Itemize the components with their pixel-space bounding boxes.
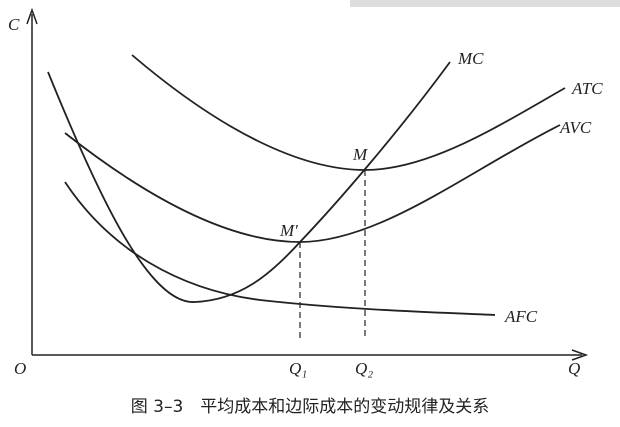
atc-curve	[131, 54, 566, 171]
atc-label: ATC	[571, 79, 603, 98]
x-arrow	[571, 349, 589, 361]
m-label: M	[352, 145, 368, 164]
m-prime-label: M′	[279, 221, 298, 240]
mc-curve	[47, 61, 451, 303]
y-arrow	[26, 7, 38, 25]
avc-curve	[64, 124, 561, 243]
origin-label: O	[14, 359, 26, 378]
avc-label: AVC	[559, 118, 592, 137]
q1-label: Q₁	[289, 359, 307, 378]
scan-bar	[350, 0, 620, 7]
afc-label: AFC	[504, 307, 538, 326]
q2-label: Q₂	[355, 359, 373, 378]
caption: 图 3–3 平均成本和边际成本的变动规律及关系	[131, 397, 490, 417]
mc-label: MC	[457, 49, 484, 68]
x-axis-label: Q	[568, 359, 580, 378]
afc-curve	[64, 181, 496, 316]
y-axis-label: C	[8, 15, 20, 34]
